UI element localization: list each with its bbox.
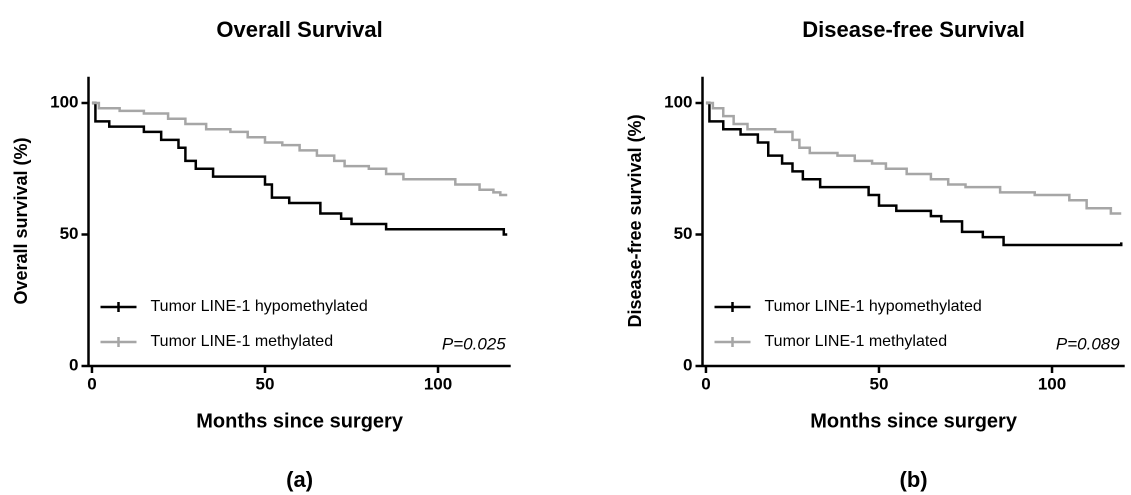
x-axis-title: Months since surgery	[196, 410, 404, 432]
y-tick-label: 50	[60, 224, 79, 243]
legend-label: Tumor LINE-1 hypomethylated	[151, 298, 368, 315]
legend-label: Tumor LINE-1 hypomethylated	[765, 298, 982, 315]
x-tick-label: 100	[424, 374, 452, 393]
x-tick-label: 100	[1038, 374, 1066, 393]
y-tick-label: 0	[683, 355, 692, 374]
survival-curve	[91, 101, 508, 236]
y-tick-label: 0	[69, 355, 78, 374]
y-tick-label: 100	[664, 92, 692, 111]
y-tick-label: 50	[674, 224, 693, 243]
survival-curve	[705, 101, 1123, 247]
x-tick-label: 50	[870, 374, 889, 393]
y-tick-label: 100	[50, 92, 78, 111]
legend-label: Tumor LINE-1 methylated	[151, 333, 334, 350]
p-value: P=0.089	[1056, 334, 1120, 353]
x-tick-label: 0	[87, 374, 96, 393]
x-tick-label: 50	[256, 374, 275, 393]
y-axis-title: Disease-free survival (%)	[625, 114, 645, 327]
y-axis-title: Overall survival (%)	[11, 137, 31, 304]
survival-curve	[705, 101, 1122, 215]
chart-title: Overall Survival	[216, 17, 382, 42]
x-tick-label: 0	[701, 374, 710, 393]
survival-curve	[91, 101, 508, 197]
chart-title: Disease-free Survival	[802, 17, 1025, 42]
x-axis-title: Months since surgery	[810, 410, 1018, 432]
p-value: P=0.025	[442, 334, 506, 353]
legend-label: Tumor LINE-1 methylated	[765, 333, 948, 350]
panel-label: (a)	[286, 467, 313, 492]
panel-label: (b)	[900, 467, 928, 492]
